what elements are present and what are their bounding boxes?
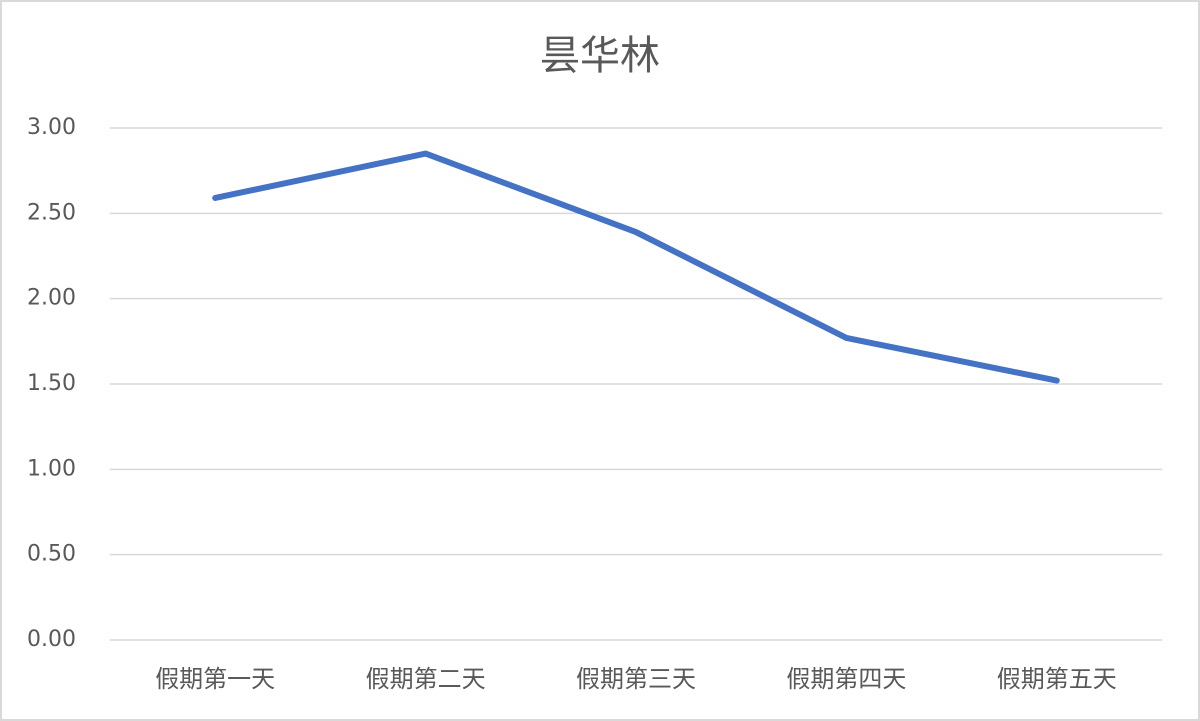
x-tick-label: 假期第一天	[155, 665, 275, 693]
chart-title: 昙华林	[540, 33, 660, 79]
y-tick-label: 2.50	[27, 200, 76, 225]
x-tick-label: 假期第三天	[576, 665, 696, 693]
x-tick-label: 假期第二天	[366, 665, 486, 693]
y-tick-label: 2.00	[27, 286, 76, 311]
y-tick-label: 1.00	[27, 456, 76, 481]
data-line	[212, 150, 1060, 384]
y-tick-label: 1.50	[27, 371, 76, 396]
x-tick-label: 假期第五天	[997, 665, 1117, 693]
y-tick-label: 3.00	[27, 115, 76, 140]
y-tick-label: 0.50	[27, 542, 76, 567]
x-tick-label: 假期第四天	[786, 665, 906, 693]
y-tick-label: 0.00	[27, 627, 76, 652]
